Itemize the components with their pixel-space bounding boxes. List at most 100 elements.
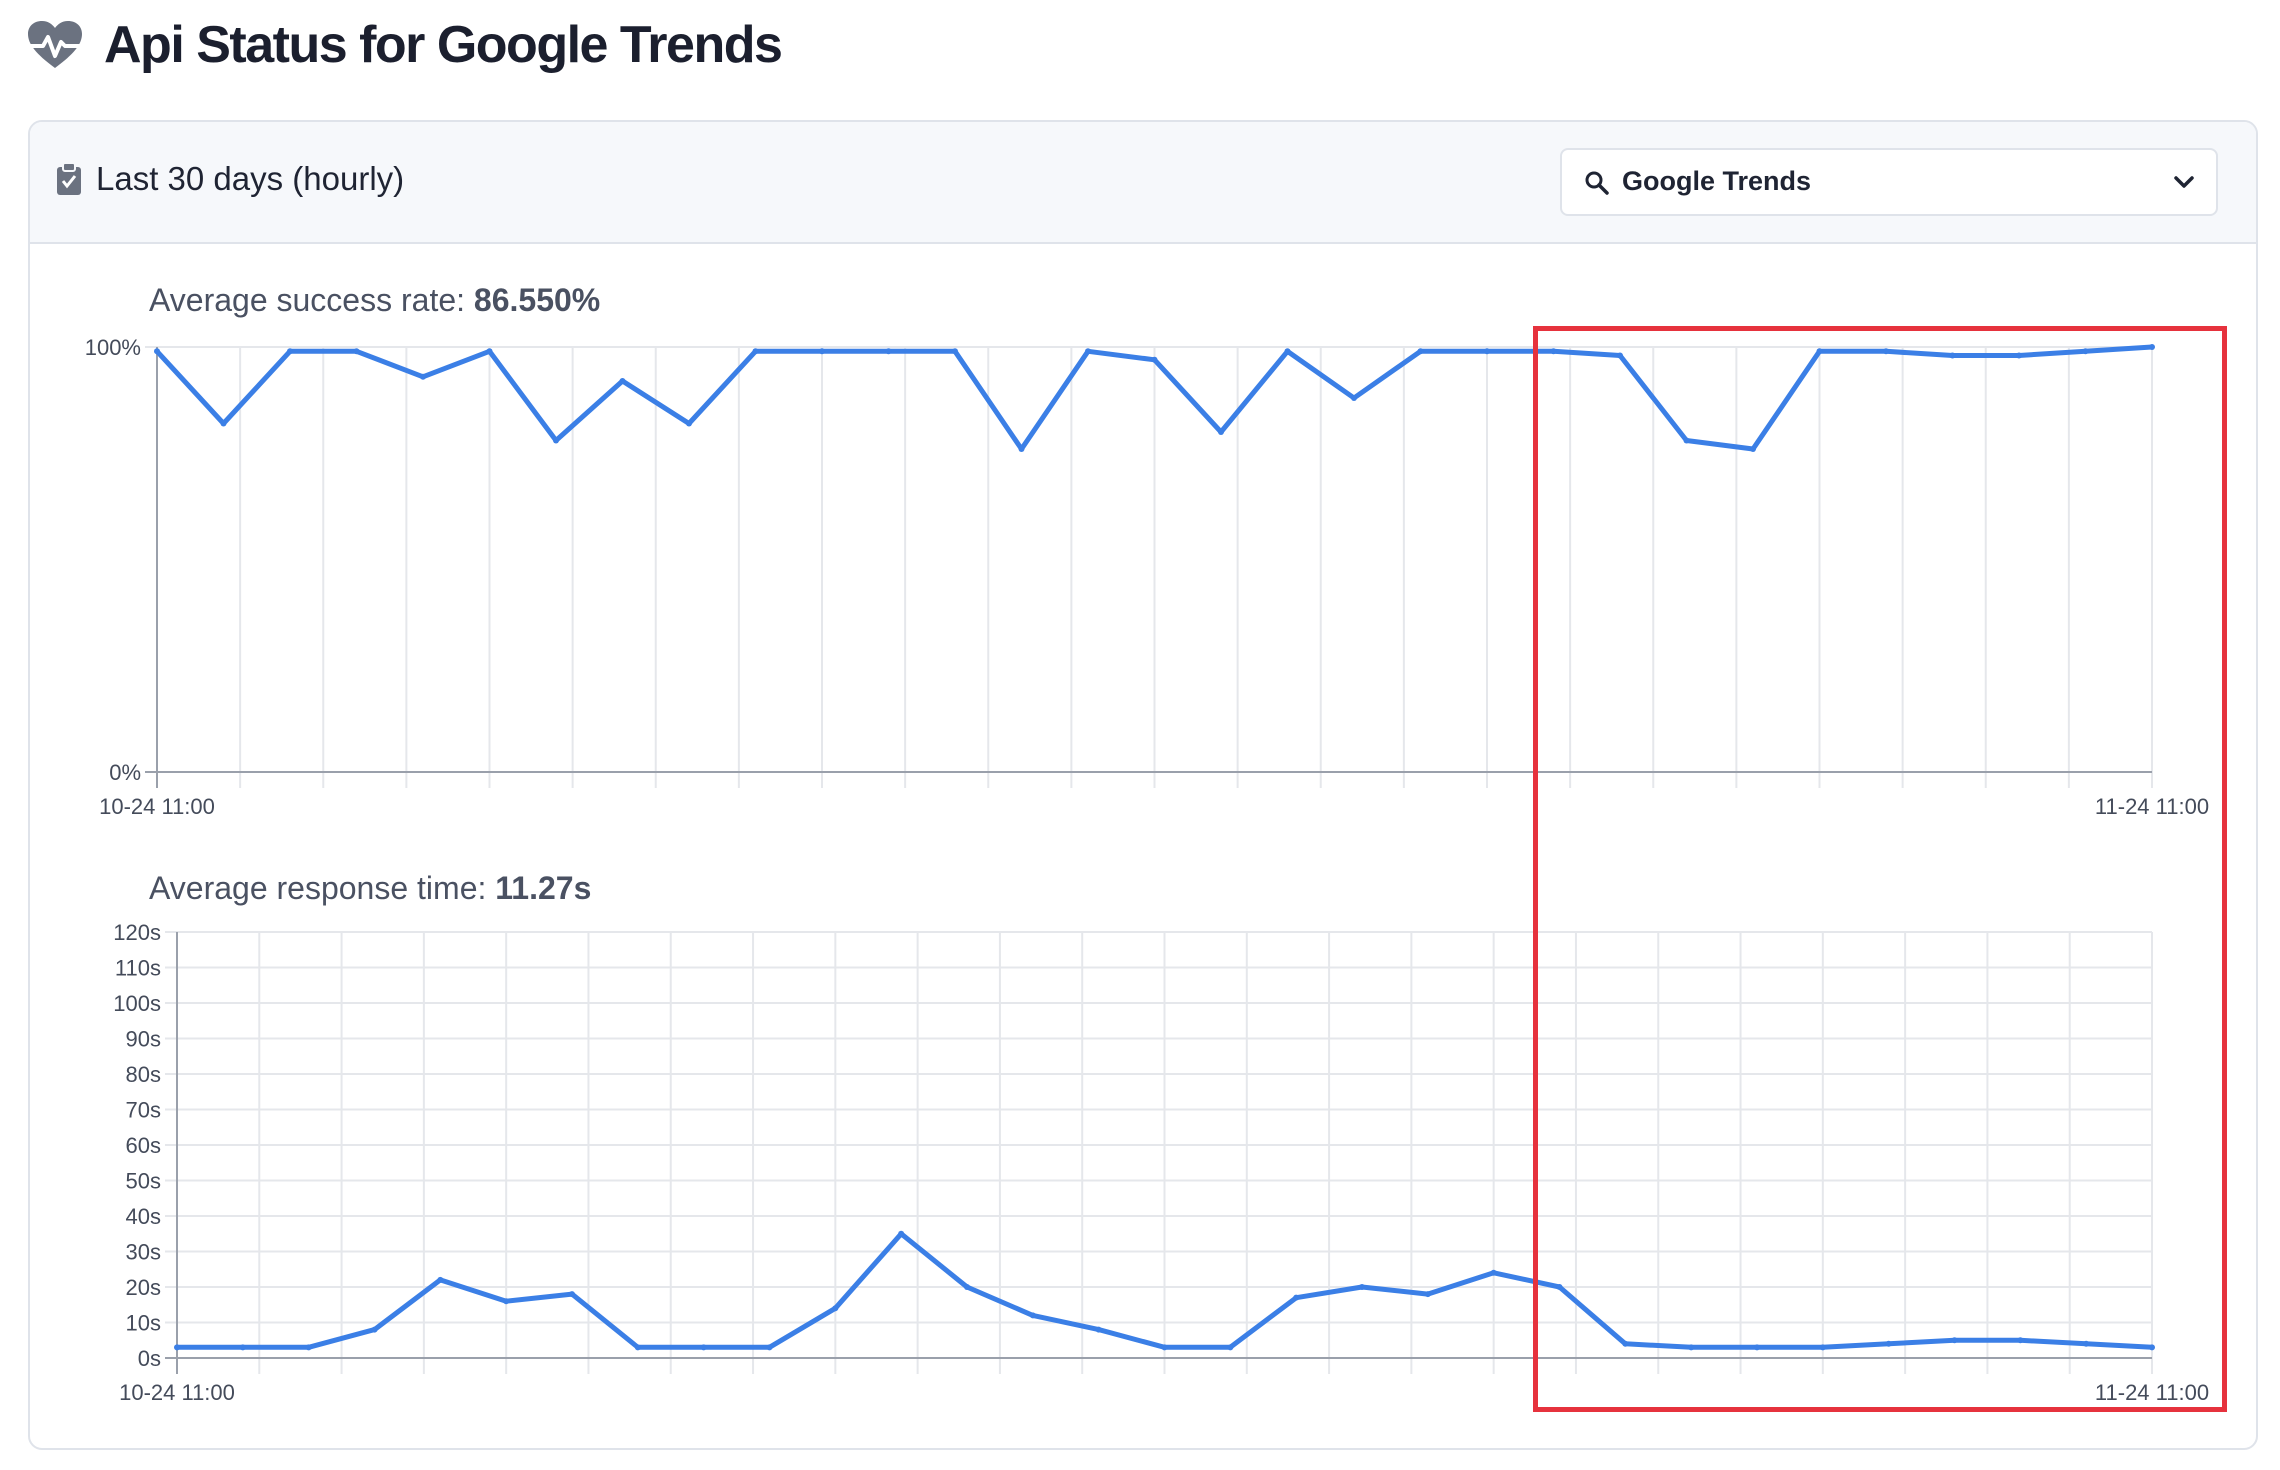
data-point: [154, 348, 160, 355]
data-point: [686, 420, 692, 427]
data-point: [832, 1305, 839, 1312]
y-tick-label: 30s: [126, 1240, 161, 1265]
success-rate-chart: 0% 100% 10-24 11:00 11-24 11:00: [85, 335, 2209, 819]
data-point: [1484, 348, 1490, 355]
y-tick-label: 0%: [109, 760, 141, 785]
data-point: [819, 348, 825, 355]
data-point: [1417, 348, 1424, 355]
y-tick-label: 90s: [126, 1027, 161, 1052]
data-point: [1351, 395, 1357, 401]
data-point: [1018, 446, 1025, 452]
y-tick-label: 120s: [113, 920, 161, 945]
y-tick-label: 100%: [85, 335, 141, 360]
data-point: [1683, 437, 1690, 444]
data-point: [1556, 1284, 1563, 1290]
data-point: [420, 373, 426, 380]
y-tick-label: 20s: [126, 1275, 161, 1300]
data-point: [2016, 352, 2022, 359]
data-point: [952, 348, 958, 355]
data-point: [239, 1344, 246, 1351]
data-point: [553, 437, 559, 444]
data-point: [634, 1344, 641, 1351]
data-point: [1085, 348, 1091, 355]
y-tick-label: 40s: [126, 1204, 161, 1229]
data-point: [2149, 1344, 2155, 1351]
data-point: [371, 1326, 378, 1333]
x-tick-label: 10-24 11:00: [99, 794, 215, 819]
data-point: [2017, 1337, 2024, 1344]
response-title-prefix: Average response time:: [149, 870, 496, 906]
data-point: [1490, 1269, 1497, 1276]
data-point: [1550, 348, 1557, 355]
data-point: [1293, 1294, 1300, 1301]
data-point: [287, 348, 293, 355]
data-point: [305, 1344, 312, 1351]
x-tick-label: 11-24 11:00: [2095, 1380, 2209, 1405]
data-point: [2082, 348, 2089, 355]
data-point: [1951, 1337, 1958, 1344]
clipboard-check-icon: [57, 162, 81, 195]
data-point: [1688, 1344, 1695, 1351]
data-point: [1218, 429, 1224, 435]
data-point: [766, 1344, 773, 1351]
data-point: [1161, 1344, 1168, 1351]
data-point: [174, 1344, 180, 1351]
data-point: [569, 1291, 575, 1298]
y-tick-label: 110s: [115, 956, 161, 981]
data-point: [1284, 348, 1291, 355]
heart-pulse-icon: [28, 21, 82, 68]
data-point: [1750, 446, 1756, 452]
y-tick-label: 50s: [126, 1169, 161, 1194]
data-point: [2149, 344, 2155, 350]
period-text: Last 30 days (hourly): [96, 160, 405, 197]
y-tick-label: 60s: [126, 1133, 161, 1158]
y-tick-label: 10s: [126, 1311, 161, 1336]
data-point: [1883, 348, 1889, 355]
data-point: [700, 1344, 707, 1351]
api-select-dropdown[interactable]: Google Trends: [1560, 148, 2218, 216]
data-point: [898, 1230, 905, 1237]
success-chart-title: Average success rate: 86.550%: [149, 282, 600, 319]
response-title-value: 11.27s: [495, 870, 592, 906]
page-title: Api Status for Google Trends: [104, 16, 783, 74]
success-title-prefix: Average success rate:: [149, 282, 474, 318]
data-point: [885, 348, 892, 355]
data-point: [1622, 1340, 1629, 1347]
data-point: [437, 1276, 444, 1283]
x-tick-label: 10-24 11:00: [119, 1380, 235, 1405]
data-point: [2083, 1340, 2090, 1347]
data-point: [1819, 1344, 1826, 1351]
search-icon: [1585, 171, 1609, 195]
data-point: [1359, 1284, 1365, 1290]
y-tick-label: 0s: [138, 1346, 161, 1371]
data-point: [964, 1284, 970, 1290]
data-point: [1151, 356, 1158, 363]
y-tick-label: 70s: [126, 1098, 161, 1123]
status-card: Last 30 days (hourly) Google Trends Aver…: [28, 120, 2258, 1450]
data-point: [220, 420, 227, 427]
data-point: [1754, 1344, 1760, 1351]
data-point: [752, 348, 759, 355]
data-point: [1617, 352, 1623, 359]
data-point: [486, 348, 493, 355]
data-point: [1424, 1291, 1431, 1298]
success-title-value: 86.550%: [473, 282, 601, 318]
card-header: Last 30 days (hourly) Google Trends: [30, 122, 2256, 244]
chevron-down-icon: [2174, 176, 2194, 188]
data-point: [503, 1298, 510, 1305]
data-point: [619, 378, 626, 384]
data-point: [1227, 1344, 1234, 1351]
api-select-value: Google Trends: [1622, 166, 1812, 196]
data-point: [353, 348, 360, 355]
data-point: [1885, 1340, 1892, 1347]
y-tick-label: 100s: [113, 991, 161, 1016]
data-point: [1095, 1326, 1102, 1333]
page-header: Api Status for Google Trends: [26, 10, 783, 80]
data-point: [1816, 348, 1823, 355]
period-label: Last 30 days (hourly): [56, 160, 404, 198]
data-point: [1949, 352, 1956, 359]
response-chart-title: Average response time: 11.27s: [149, 870, 591, 907]
x-tick-label: 11-24 11:00: [2095, 794, 2209, 819]
y-tick-label: 80s: [126, 1062, 161, 1087]
